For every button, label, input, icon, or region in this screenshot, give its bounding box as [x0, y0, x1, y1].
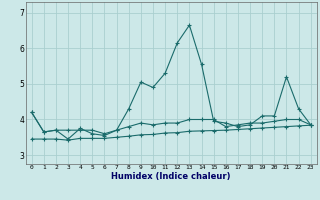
X-axis label: Humidex (Indice chaleur): Humidex (Indice chaleur) [111, 172, 231, 181]
